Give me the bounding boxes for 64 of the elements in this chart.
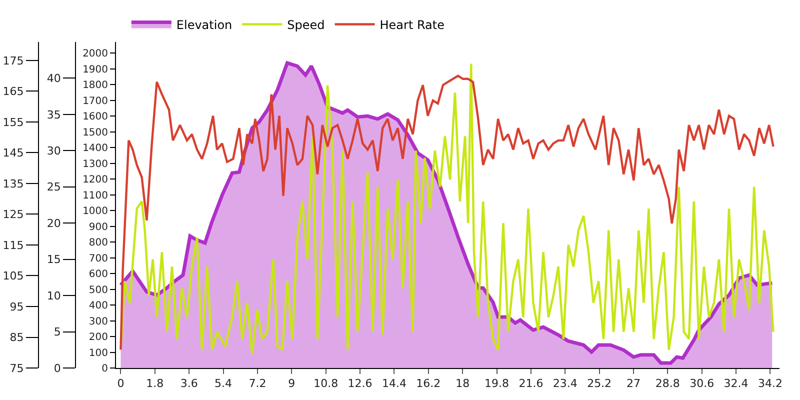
y3-tick-label: 175 [2, 54, 24, 68]
y-tick-label: 1900 [82, 64, 108, 76]
y2-tick-label: 35 [46, 108, 61, 122]
y3-tick-label: 125 [2, 208, 24, 222]
x-tick-label: 1.8 [146, 377, 164, 390]
y-tick-label: 1300 [82, 158, 108, 170]
x-tick-label: 9 [288, 377, 296, 390]
y3-tick-label: 165 [2, 85, 24, 98]
y-tick-label: 1800 [82, 80, 108, 92]
y3-tick-label: 75 [10, 362, 24, 375]
y-tick-label: 400 [88, 300, 108, 312]
y-tick-label: 1100 [82, 190, 108, 202]
x-tick-label: 12.6 [348, 377, 372, 390]
y-tick-label: 600 [88, 269, 108, 280]
x-tick-label: 7.2 [248, 377, 266, 390]
x-tick-label: 34.2 [758, 377, 782, 390]
y2-tick-label: 0 [54, 362, 61, 375]
y-tick-label: 200 [88, 332, 108, 343]
x-tick-label: 28.8 [655, 377, 680, 390]
x-tick-label: 5.4 [214, 377, 232, 390]
y-tick-label: 700 [88, 253, 108, 264]
x-tick-label: 0 [117, 377, 124, 390]
x-tick-label: 23.4 [552, 377, 578, 390]
y3-tick-label: 85 [10, 331, 24, 344]
x-tick-label: 10.8 [314, 377, 338, 390]
y-tick-label: 1000 [82, 206, 108, 218]
x-tick-label: 3.6 [180, 377, 198, 390]
x-tick-label: 27 [626, 377, 640, 390]
legend-label: Speed [287, 18, 325, 32]
y2-tick-label: 5 [54, 326, 61, 339]
y-tick-label: 300 [88, 316, 108, 328]
legend-label: Elevation [176, 18, 232, 32]
y-tick-label: 2000 [82, 48, 108, 60]
x-tick-label: 25.2 [587, 377, 612, 390]
y2-tick-label: 20 [46, 216, 61, 230]
y3-tick-label: 95 [10, 300, 24, 314]
y-tick-label: 900 [88, 222, 108, 233]
y2-tick-label: 15 [46, 253, 61, 266]
y3-tick-label: 155 [2, 116, 24, 129]
x-tick-label: 21.6 [518, 377, 544, 390]
x-tick-label: 32.4 [724, 377, 748, 390]
y2-tick-label: 40 [46, 72, 61, 86]
y-tick-label: 0 [102, 364, 108, 374]
y-tick-label: 1400 [82, 143, 108, 154]
y3-tick-label: 145 [2, 146, 24, 160]
legend-label: Heart Rate [380, 18, 445, 32]
x-tick-label: 18 [456, 377, 470, 390]
y-tick-label: 1700 [82, 96, 108, 107]
y3-tick-label: 135 [2, 177, 24, 190]
y-tick-label: 1600 [82, 112, 108, 123]
y-tick-label: 500 [88, 284, 108, 296]
x-tick-label: 30.6 [690, 377, 714, 390]
y2-tick-label: 30 [46, 144, 61, 158]
y-tick-label: 800 [88, 238, 108, 249]
y-tick-label: 100 [88, 348, 108, 359]
x-tick-label: 16.2 [416, 377, 441, 390]
y-tick-label: 1500 [82, 127, 108, 138]
y-tick-label: 1200 [82, 174, 108, 186]
y2-tick-label: 25 [46, 180, 61, 194]
x-tick-label: 19.8 [484, 377, 510, 390]
y3-tick-label: 115 [2, 238, 24, 252]
y2-tick-label: 10 [46, 289, 61, 302]
x-tick-label: 14.4 [382, 377, 406, 390]
y3-tick-label: 105 [2, 270, 24, 283]
